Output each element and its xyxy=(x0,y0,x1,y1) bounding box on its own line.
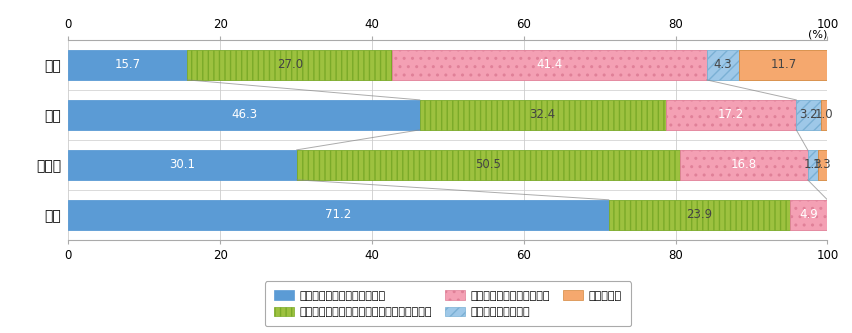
Bar xyxy=(68,200,608,230)
Text: 41.4: 41.4 xyxy=(536,58,562,72)
Bar xyxy=(820,100,827,130)
Bar xyxy=(705,50,739,80)
Text: (%): (%) xyxy=(807,30,826,40)
Bar xyxy=(816,150,826,180)
Text: 50.5: 50.5 xyxy=(475,158,501,171)
Text: 4.3: 4.3 xyxy=(713,58,732,72)
Bar xyxy=(68,100,419,130)
Text: 15.7: 15.7 xyxy=(115,58,141,72)
Bar xyxy=(807,150,816,180)
Text: 1.3: 1.3 xyxy=(803,158,821,171)
Text: 27.0: 27.0 xyxy=(277,58,302,72)
Text: 71.2: 71.2 xyxy=(325,208,351,221)
Text: 17.2: 17.2 xyxy=(717,108,743,122)
Bar xyxy=(608,200,789,230)
Bar xyxy=(68,150,296,180)
Bar xyxy=(665,100,796,130)
Bar xyxy=(296,150,679,180)
Legend: 積極的に活用する方針である, 活用する領域を限定して利用する方針である, 方針を明確に定めていない, 利用を禁止している, わからない: 積極的に活用する方針である, 活用する領域を限定して利用する方針である, 方針を… xyxy=(264,281,630,326)
Text: 46.3: 46.3 xyxy=(231,108,256,122)
Bar xyxy=(419,100,665,130)
Bar xyxy=(187,50,392,80)
Bar xyxy=(789,200,826,230)
Bar xyxy=(392,50,705,80)
Bar xyxy=(679,150,807,180)
Text: 1.3: 1.3 xyxy=(812,158,831,171)
Text: 16.8: 16.8 xyxy=(730,158,756,171)
Text: 4.9: 4.9 xyxy=(798,208,817,221)
Text: 30.1: 30.1 xyxy=(170,158,195,171)
Text: 1.0: 1.0 xyxy=(815,108,832,122)
Text: 32.4: 32.4 xyxy=(529,108,556,122)
Text: 3.2: 3.2 xyxy=(798,108,817,122)
Text: 23.9: 23.9 xyxy=(686,208,711,221)
Bar xyxy=(739,50,827,80)
Bar xyxy=(796,100,820,130)
Bar xyxy=(68,50,187,80)
Text: 11.7: 11.7 xyxy=(769,58,796,72)
